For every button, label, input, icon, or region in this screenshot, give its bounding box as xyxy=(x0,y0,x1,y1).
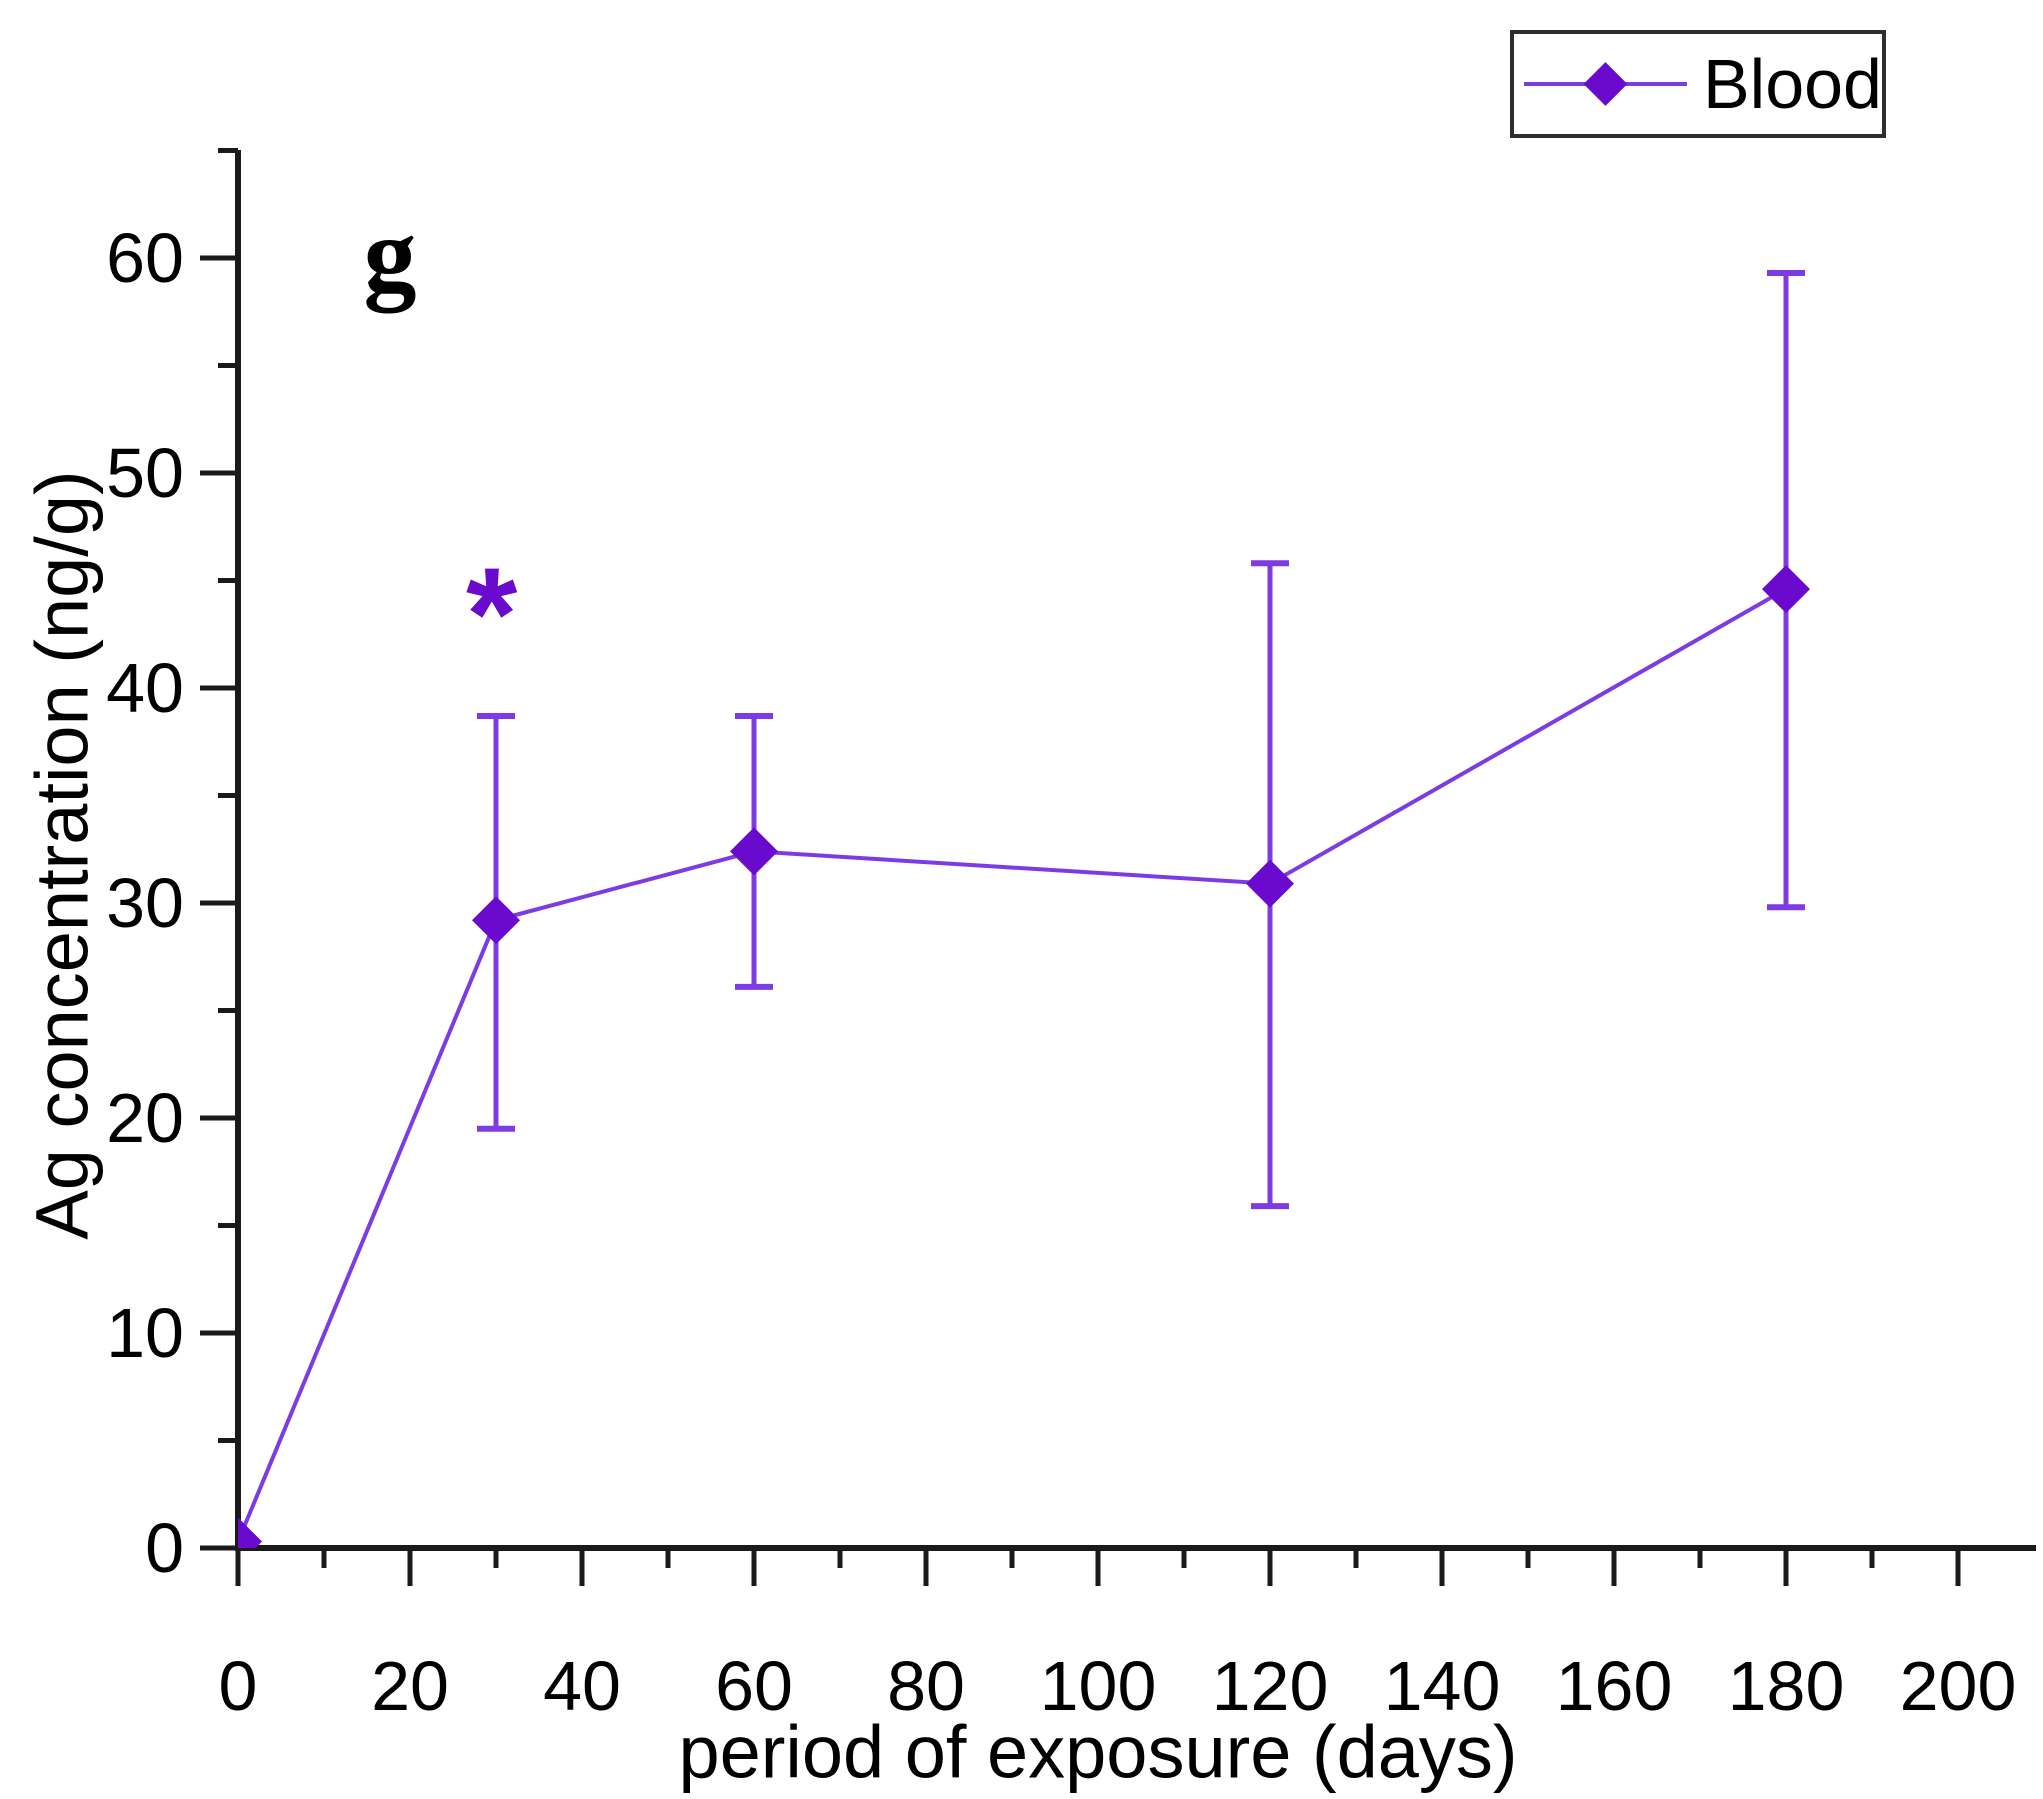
x-tick-label: 180 xyxy=(1728,1647,1845,1725)
series-line xyxy=(238,587,1787,1543)
x-tick-label: 100 xyxy=(1040,1647,1157,1725)
data-point-marker xyxy=(238,1517,262,1548)
x-tick-label: 140 xyxy=(1384,1647,1501,1725)
x-tick-label: 120 xyxy=(1212,1647,1329,1725)
y-tick-label: 60 xyxy=(106,219,184,297)
data-point-marker xyxy=(1762,565,1810,614)
series-blood xyxy=(238,270,1810,1548)
y-tick-label: 50 xyxy=(106,434,184,512)
x-tick-label: 0 xyxy=(219,1647,258,1725)
y-tick-label: 0 xyxy=(145,1509,184,1587)
x-tick-label: 200 xyxy=(1900,1647,2017,1725)
tick-labels: 0 10 20 30 40 50 60 0 20 40 60 80 100 120 140 160 180 200 xyxy=(106,219,2016,1725)
axis-ticks xyxy=(200,148,1961,1586)
y-tick-label: 40 xyxy=(106,649,184,727)
x-tick-label: 40 xyxy=(543,1647,621,1725)
x-tick-label: 80 xyxy=(887,1647,965,1725)
legend-box: Blood xyxy=(1510,30,1886,138)
legend-label: Blood xyxy=(1702,45,1882,123)
data-point-marker xyxy=(1246,859,1294,908)
legend-marker-icon xyxy=(1523,62,1687,106)
x-tick-label: 160 xyxy=(1556,1647,1673,1725)
significance-asterisk: * xyxy=(466,540,518,687)
axes xyxy=(235,150,2036,1551)
y-tick-label: 30 xyxy=(106,864,184,942)
data-points xyxy=(238,565,1810,1548)
x-tick-label: 60 xyxy=(715,1647,793,1725)
y-axis-title: Ag concentration (ng/g) xyxy=(20,470,104,1240)
data-point-marker xyxy=(472,896,520,945)
x-tick-label: 20 xyxy=(371,1647,449,1725)
error-bars xyxy=(477,270,1805,1210)
y-tick-label: 20 xyxy=(106,1079,184,1157)
y-tick-label: 10 xyxy=(106,1294,184,1372)
panel-label: g xyxy=(363,196,417,313)
data-point-marker xyxy=(730,827,778,876)
x-axis-title: period of exposure (days) xyxy=(678,1710,1518,1794)
